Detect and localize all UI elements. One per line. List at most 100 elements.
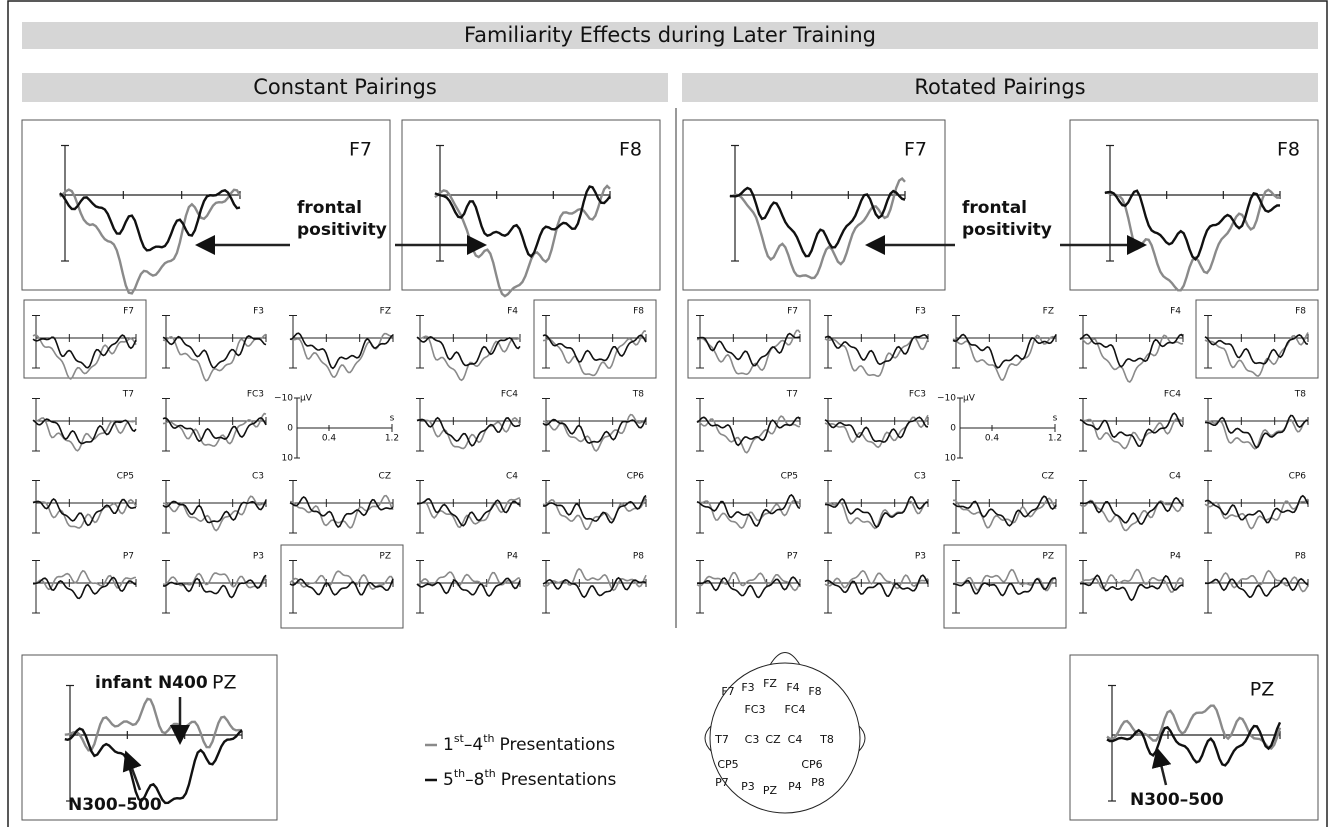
waveform	[1205, 335, 1308, 364]
electrode-label: F7	[349, 139, 372, 161]
frame	[8, 1, 1327, 827]
electrode-label: CP5	[117, 472, 134, 482]
head-electrode: C4	[788, 733, 803, 746]
electrode-label: PZ	[212, 672, 236, 694]
head-electrode: CP5	[717, 758, 738, 771]
electrode-label: PZ	[1250, 679, 1274, 701]
annotation: frontal	[297, 198, 362, 218]
waveform	[417, 418, 520, 446]
electrode-label: FZ	[380, 307, 391, 317]
electrode-label: FC4	[1164, 390, 1181, 400]
electrode-label: P3	[253, 552, 264, 562]
waveform	[163, 334, 266, 380]
legend-part: 1	[443, 735, 454, 755]
waveform	[825, 501, 928, 528]
electrode-label: C4	[1169, 472, 1181, 482]
scale-label: 10	[945, 454, 957, 464]
waveform	[1205, 420, 1308, 449]
electrode-label: F7	[904, 139, 927, 161]
electrode-label: F8	[1277, 139, 1300, 161]
annotation: positivity	[962, 220, 1052, 240]
annotation: positivity	[297, 220, 387, 240]
electrode-label: P3	[915, 552, 926, 562]
legend-part: –4	[464, 735, 483, 755]
scale-label: 0	[287, 424, 293, 434]
waveform	[730, 179, 905, 279]
waveform	[1205, 416, 1308, 448]
annotation: infant N400	[95, 673, 208, 693]
electrode-label: CP6	[1289, 472, 1307, 482]
electrode-label: F3	[915, 307, 926, 317]
head-electrode: P7	[715, 776, 729, 789]
waveform	[543, 418, 646, 443]
electrode-label: P8	[1295, 552, 1306, 562]
legend-label: 1st–4thPresentations	[443, 732, 615, 755]
arrow	[1158, 752, 1166, 785]
electrode-label: T8	[632, 390, 644, 400]
head-electrode: P3	[741, 780, 755, 793]
head-electrode: P8	[811, 776, 825, 789]
waveform	[290, 334, 393, 377]
electrode-label: F3	[253, 307, 264, 317]
waveform	[33, 571, 136, 590]
legend-part: –8	[465, 770, 484, 790]
scale-unit: s	[1053, 414, 1058, 424]
head-electrode: T8	[819, 733, 834, 746]
electrode-label: FC4	[501, 390, 518, 400]
scale-label: −10	[274, 394, 293, 404]
scale-label: 1.2	[385, 434, 399, 444]
legend-part: th	[483, 732, 494, 745]
waveform	[543, 578, 646, 597]
scale-label: 10	[282, 454, 294, 464]
waveform	[60, 190, 240, 294]
waveform	[697, 416, 800, 453]
electrode-label: P7	[123, 552, 134, 562]
waveform	[1080, 498, 1183, 524]
head-electrode: FC4	[784, 703, 805, 716]
electrode-label: C3	[914, 472, 926, 482]
electrode-label: CZ	[379, 472, 391, 482]
electrode-label: CP6	[627, 472, 645, 482]
figure: Familiarity Effects during Later Trainin…	[0, 0, 1328, 827]
head-electrode: FC3	[744, 703, 765, 716]
electrode-label: C4	[506, 472, 518, 482]
waveform	[1080, 570, 1183, 592]
waveform	[1105, 190, 1280, 290]
electrode-label: FC3	[247, 390, 264, 400]
head-electrode: F7	[721, 685, 734, 698]
scale-unit: µV	[963, 394, 976, 404]
waveform	[33, 335, 136, 379]
electrode-label: P4	[507, 552, 518, 562]
waveform	[417, 578, 520, 596]
waveform	[825, 335, 928, 365]
electrode-label: PZ	[379, 552, 391, 562]
waveform	[60, 190, 240, 250]
electrode-label: F7	[123, 307, 134, 317]
legend-part: th	[484, 767, 495, 780]
waveform	[65, 729, 242, 803]
annotation: N300–500	[1130, 790, 1224, 810]
scale-unit: µV	[300, 394, 313, 404]
head-electrode: P4	[788, 780, 802, 793]
waveform	[825, 338, 928, 377]
head-electrode: F3	[741, 681, 754, 694]
electrode-label: PZ	[1042, 552, 1054, 562]
waveform	[417, 572, 520, 586]
waveform	[1080, 419, 1183, 449]
electrode-label: T8	[1294, 390, 1306, 400]
scale-unit: s	[390, 414, 395, 424]
waveform	[65, 699, 242, 750]
head-electrode: PZ	[763, 784, 778, 797]
electrode-label: F8	[1295, 307, 1306, 317]
legend-part: th	[454, 767, 465, 780]
section-heading: Rotated Pairings	[914, 75, 1085, 99]
head-electrode: F4	[786, 681, 799, 694]
waveform	[163, 414, 266, 447]
waveform	[825, 415, 928, 447]
head-electrode: F8	[808, 685, 821, 698]
head-electrode: FZ	[763, 677, 777, 690]
electrode-label: P8	[633, 552, 644, 562]
scale-label: 1.2	[1048, 434, 1062, 444]
scale-label: 0	[950, 424, 956, 434]
electrode-label: F8	[619, 139, 642, 161]
